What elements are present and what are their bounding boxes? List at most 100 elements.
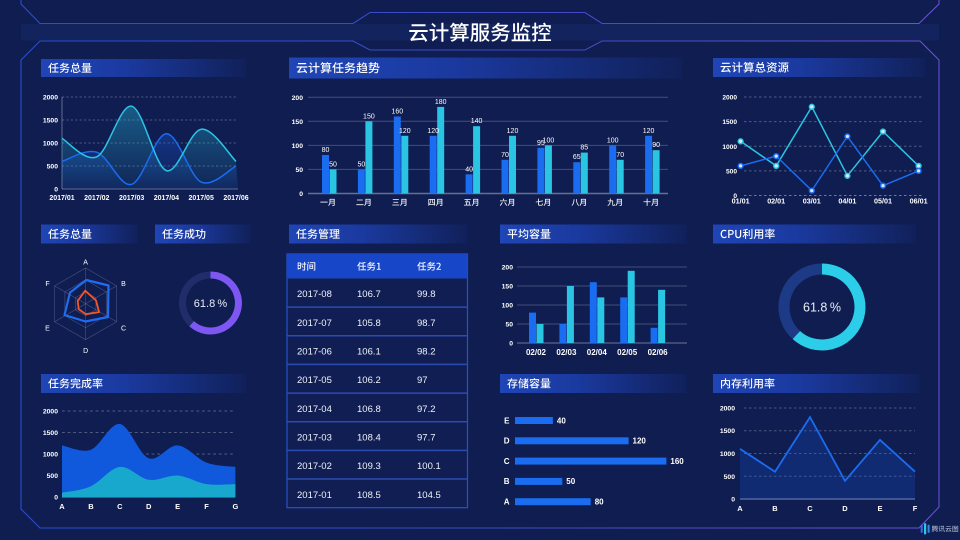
svg-text:150: 150: [292, 119, 304, 126]
svg-text:40: 40: [557, 416, 566, 425]
svg-text:500: 500: [726, 168, 737, 175]
svg-text:D: D: [146, 502, 152, 511]
svg-text:1500: 1500: [43, 118, 58, 125]
svg-text:97.2: 97.2: [417, 404, 436, 415]
svg-text:100: 100: [543, 137, 555, 144]
svg-text:2017/05: 2017/05: [189, 195, 214, 202]
svg-text:C: C: [121, 326, 126, 333]
svg-text:500: 500: [47, 164, 59, 171]
svg-text:97: 97: [417, 375, 428, 386]
svg-text:61.8 %: 61.8 %: [194, 298, 228, 310]
svg-text:1000: 1000: [720, 451, 735, 458]
svg-text:98.2: 98.2: [417, 347, 436, 358]
svg-text:2017/04: 2017/04: [154, 195, 179, 202]
svg-text:2000: 2000: [722, 95, 737, 102]
svg-text:85: 85: [580, 145, 588, 152]
svg-text:D: D: [842, 504, 848, 513]
svg-text:02/01: 02/01: [767, 196, 785, 205]
svg-text:E: E: [504, 416, 510, 425]
svg-text:100.1: 100.1: [417, 461, 441, 472]
svg-text:100: 100: [502, 303, 514, 310]
svg-text:05/01: 05/01: [874, 196, 892, 205]
svg-text:50: 50: [329, 161, 337, 168]
svg-text:02/06: 02/06: [648, 348, 669, 357]
svg-text:2017-05: 2017-05: [297, 375, 332, 386]
svg-text:E: E: [45, 326, 50, 333]
svg-text:1000: 1000: [722, 144, 737, 151]
svg-text:120: 120: [507, 128, 519, 135]
svg-text:2000: 2000: [43, 409, 58, 416]
svg-text:01/01: 01/01: [732, 196, 750, 205]
svg-text:70: 70: [501, 152, 509, 159]
svg-text:1000: 1000: [43, 141, 58, 148]
svg-text:A: A: [59, 502, 65, 511]
svg-text:0: 0: [731, 497, 735, 504]
svg-text:2017/06: 2017/06: [223, 195, 248, 202]
svg-text:A: A: [83, 260, 88, 267]
svg-text:0: 0: [54, 495, 58, 502]
svg-text:2017-06: 2017-06: [297, 347, 332, 358]
svg-text:106.8: 106.8: [357, 404, 381, 415]
svg-text:02/04: 02/04: [587, 348, 608, 357]
svg-text:65: 65: [573, 154, 581, 161]
svg-text:80: 80: [322, 147, 330, 154]
svg-text:106.7: 106.7: [357, 289, 381, 300]
svg-text:02/03: 02/03: [556, 348, 577, 357]
svg-text:02/02: 02/02: [526, 348, 547, 357]
svg-text:D: D: [504, 437, 510, 446]
svg-text:99.8: 99.8: [417, 289, 436, 300]
svg-text:100: 100: [292, 143, 304, 150]
svg-text:120: 120: [427, 128, 439, 135]
svg-text:40: 40: [465, 166, 473, 173]
svg-text:106.2: 106.2: [357, 375, 381, 386]
svg-text:108.4: 108.4: [357, 433, 381, 444]
svg-text:2017-04: 2017-04: [297, 404, 332, 415]
svg-text:C: C: [807, 504, 813, 513]
svg-text:150: 150: [502, 284, 514, 291]
svg-text:500: 500: [724, 474, 736, 481]
svg-text:04/01: 04/01: [838, 196, 856, 205]
svg-text:61.8 %: 61.8 %: [803, 301, 841, 315]
svg-text:0: 0: [299, 191, 303, 198]
svg-text:0: 0: [509, 341, 513, 348]
svg-text:200: 200: [502, 265, 514, 272]
svg-text:1500: 1500: [722, 119, 737, 126]
svg-text:C: C: [117, 502, 123, 511]
svg-text:2017-08: 2017-08: [297, 289, 332, 300]
svg-text:2017/03: 2017/03: [119, 195, 144, 202]
svg-text:F: F: [913, 504, 918, 513]
svg-text:50: 50: [566, 477, 575, 486]
svg-text:160: 160: [391, 109, 403, 116]
svg-text:0: 0: [733, 193, 737, 200]
svg-text:F: F: [45, 281, 49, 288]
svg-text:2017-03: 2017-03: [297, 433, 332, 444]
svg-text:80: 80: [595, 498, 604, 507]
svg-text:50: 50: [358, 161, 366, 168]
svg-text:98.7: 98.7: [417, 318, 436, 329]
svg-text:140: 140: [471, 118, 483, 125]
svg-text:100: 100: [607, 137, 619, 144]
svg-text:97.7: 97.7: [417, 433, 436, 444]
svg-text:2000: 2000: [720, 406, 735, 413]
svg-text:2017-07: 2017-07: [297, 318, 332, 329]
svg-text:500: 500: [47, 473, 59, 480]
svg-text:A: A: [504, 498, 510, 507]
svg-text:90: 90: [652, 142, 660, 149]
svg-text:50: 50: [295, 167, 303, 174]
svg-text:108.5: 108.5: [357, 490, 381, 501]
svg-text:02/05: 02/05: [617, 348, 638, 357]
svg-text:1500: 1500: [720, 428, 735, 435]
svg-text:200: 200: [292, 95, 304, 102]
svg-text:C: C: [504, 457, 510, 466]
svg-text:95: 95: [537, 140, 545, 147]
svg-text:160: 160: [670, 457, 684, 466]
svg-text:105.8: 105.8: [357, 318, 381, 329]
svg-text:A: A: [737, 504, 743, 513]
svg-text:2017/02: 2017/02: [84, 195, 109, 202]
svg-text:1000: 1000: [43, 452, 58, 459]
svg-text:106.1: 106.1: [357, 347, 381, 358]
svg-text:1500: 1500: [43, 430, 58, 437]
svg-text:B: B: [121, 281, 126, 288]
svg-text:50: 50: [505, 322, 513, 329]
svg-text:180: 180: [435, 99, 447, 106]
